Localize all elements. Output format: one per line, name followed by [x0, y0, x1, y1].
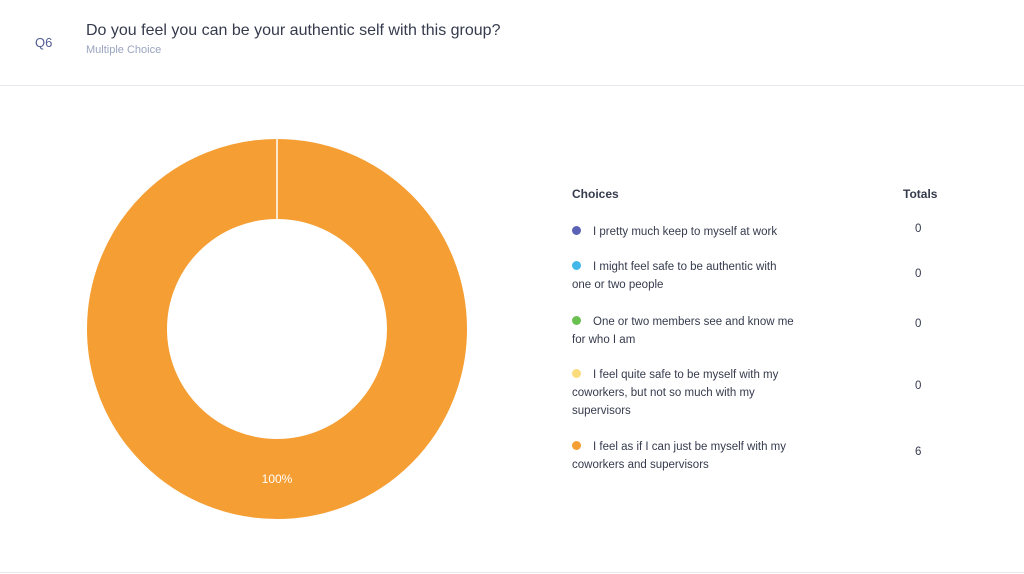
choices-header: Choices [572, 187, 619, 201]
choice-total: 0 [915, 318, 922, 330]
choice-label: I pretty much keep to myself at work [593, 226, 778, 238]
choice-total: 0 [915, 268, 922, 280]
legend-color-dot [572, 316, 581, 325]
choice-total: 0 [915, 223, 922, 235]
legend-color-dot [572, 441, 581, 450]
choice-label: I might feel safe to be authentic with o… [572, 261, 777, 291]
choice-label: I feel quite safe to be myself with my c… [572, 369, 779, 417]
totals-header: Totals [903, 187, 938, 201]
donut-slice[interactable] [87, 139, 467, 519]
donut-chart: 100% [87, 139, 467, 519]
slice-data-label: 100% [262, 472, 293, 486]
choice-label: I feel as if I can just be myself with m… [572, 441, 787, 471]
legend-color-dot [572, 369, 581, 378]
choice-label: One or two members see and know me for w… [572, 316, 794, 346]
question-number: Q6 [35, 35, 53, 50]
question-header: Q6 Do you feel you can be your authentic… [0, 0, 1024, 86]
choice-total: 0 [915, 380, 922, 392]
question-type: Multiple Choice [86, 44, 162, 56]
question-title: Do you feel you can be your authentic se… [86, 22, 501, 39]
legend-color-dot [572, 226, 581, 235]
divider [0, 572, 1024, 573]
choice-total: 6 [915, 446, 922, 458]
legend-color-dot [572, 261, 581, 270]
